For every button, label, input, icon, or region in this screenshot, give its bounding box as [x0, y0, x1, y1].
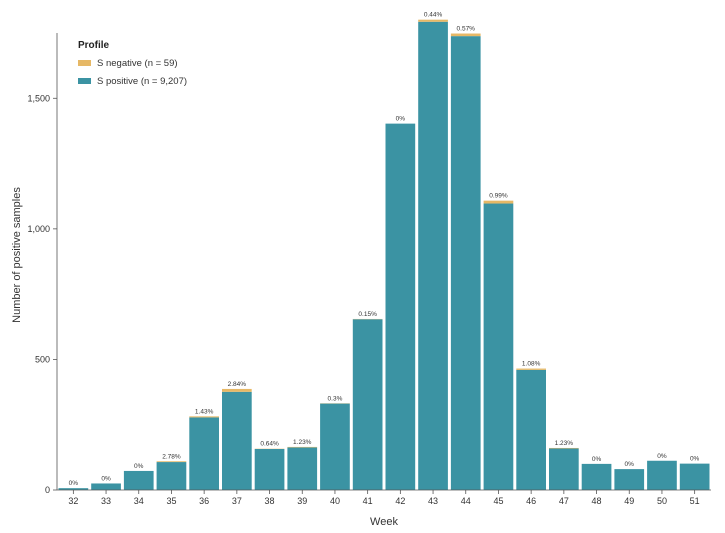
- y-axis-title: Number of positive samples: [11, 187, 23, 323]
- bar-s-positive-week-43: [418, 21, 448, 491]
- bar-s-positive-week-46: [516, 369, 546, 490]
- legend-label-s-negative: S negative (n = 59): [97, 58, 178, 69]
- x-tick-label-32: 32: [68, 496, 78, 506]
- data-label-week-35: 2.78%: [162, 453, 181, 460]
- bar-s-negative-week-36: [189, 416, 219, 418]
- bar-s-negative-week-43: [418, 19, 448, 22]
- x-tick-label-48: 48: [592, 496, 602, 506]
- bar-s-negative-week-47: [549, 447, 579, 449]
- data-label-week-33: 0%: [101, 475, 111, 482]
- bars-layer: [58, 19, 710, 491]
- legend-swatch-s-negative: [78, 60, 91, 66]
- x-tick-label-35: 35: [166, 496, 176, 506]
- x-axis-title: Week: [370, 516, 398, 528]
- data-label-week-49: 0%: [625, 461, 635, 468]
- data-label-week-38: 0.64%: [260, 441, 279, 448]
- data-label-week-48: 0%: [592, 456, 602, 463]
- bar-s-positive-week-44: [450, 36, 481, 490]
- x-tick-label-38: 38: [265, 496, 275, 506]
- data-labels-layer: 0% 0% 0% 2.78% 1.43% 2.84% 0.64% 1.23% 0.3% 0.15%…: [69, 12, 700, 487]
- bar-s-positive-week-39: [287, 447, 318, 490]
- data-label-week-40: 0.3%: [328, 395, 343, 402]
- data-label-week-51: 0%: [690, 456, 700, 463]
- bar-s-positive-week-47: [549, 448, 579, 490]
- x-tick-label-45: 45: [493, 496, 503, 506]
- bar-s-negative-week-45: [483, 200, 514, 204]
- x-tick-label-49: 49: [624, 496, 634, 506]
- data-label-week-37: 2.84%: [228, 381, 247, 388]
- data-label-week-36: 1.43%: [195, 408, 214, 415]
- x-tick-label-39: 39: [297, 496, 307, 506]
- bar-s-positive-week-37: [222, 391, 252, 490]
- data-label-week-41: 0.15%: [358, 311, 377, 318]
- bar-s-positive-week-35: [156, 462, 187, 490]
- y-tick-label-1500: 1,500: [27, 93, 50, 103]
- x-tick-label-46: 46: [526, 496, 536, 506]
- bar-s-negative-week-44: [450, 33, 481, 37]
- x-tick-label-47: 47: [559, 496, 569, 506]
- data-label-week-50: 0%: [657, 453, 667, 460]
- x-tick-label-50: 50: [657, 496, 667, 506]
- bar-s-positive-week-41: [352, 319, 383, 490]
- axes-layer: 32 33 34 35 36 37 38 39 40 41 42 43 44 45 46 47 48 49 50 51…: [27, 33, 711, 506]
- bar-s-positive-week-50: [647, 460, 677, 490]
- bar-s-positive-week-51: [679, 463, 710, 490]
- x-tick-label-37: 37: [232, 496, 242, 506]
- bar-s-positive-week-33: [91, 483, 121, 490]
- bar-s-positive-week-36: [189, 417, 219, 490]
- x-tick-label-36: 36: [199, 496, 209, 506]
- bar-s-negative-week-46: [516, 368, 546, 370]
- y-tick-label-0: 0: [45, 485, 50, 495]
- x-tick-label-44: 44: [461, 496, 471, 506]
- bar-s-positive-week-49: [614, 469, 645, 490]
- bar-s-positive-week-34: [123, 470, 154, 490]
- data-label-week-45: 0.99%: [489, 193, 508, 200]
- bar-s-positive-week-48: [581, 463, 612, 490]
- x-tick-label-51: 51: [690, 496, 700, 506]
- bar-s-positive-week-42: [385, 123, 416, 490]
- bar-s-negative-week-37: [222, 388, 252, 392]
- data-label-week-39: 1.23%: [293, 439, 312, 446]
- bar-s-positive-week-32: [58, 488, 89, 490]
- x-tick-label-34: 34: [134, 496, 144, 506]
- bar-s-positive-week-38: [254, 449, 285, 490]
- legend: Profile S negative (n = 59) S positive (…: [78, 40, 187, 87]
- x-tick-label-41: 41: [363, 496, 373, 506]
- data-label-week-34: 0%: [134, 463, 144, 470]
- x-tick-label-43: 43: [428, 496, 438, 506]
- data-label-week-42: 0%: [396, 116, 406, 123]
- legend-title: Profile: [78, 40, 110, 51]
- data-label-week-47: 1.23%: [555, 440, 574, 447]
- bar-s-negative-week-35: [156, 461, 187, 463]
- data-label-week-44: 0.57%: [457, 26, 476, 33]
- bar-s-negative-week-39: [287, 446, 318, 448]
- data-label-week-46: 1.08%: [522, 361, 541, 368]
- bar-s-positive-week-45: [483, 203, 514, 490]
- legend-swatch-s-positive: [78, 78, 91, 84]
- bar-s-positive-week-40: [320, 403, 350, 490]
- x-tick-label-33: 33: [101, 496, 111, 506]
- data-label-week-32: 0%: [69, 480, 79, 487]
- x-tick-label-40: 40: [330, 496, 340, 506]
- legend-label-s-positive: S positive (n = 9,207): [97, 76, 187, 87]
- data-label-week-43: 0.44%: [424, 12, 443, 19]
- y-tick-label-1000: 1,000: [27, 224, 50, 234]
- y-tick-label-500: 500: [35, 354, 50, 364]
- x-tick-label-42: 42: [395, 496, 405, 506]
